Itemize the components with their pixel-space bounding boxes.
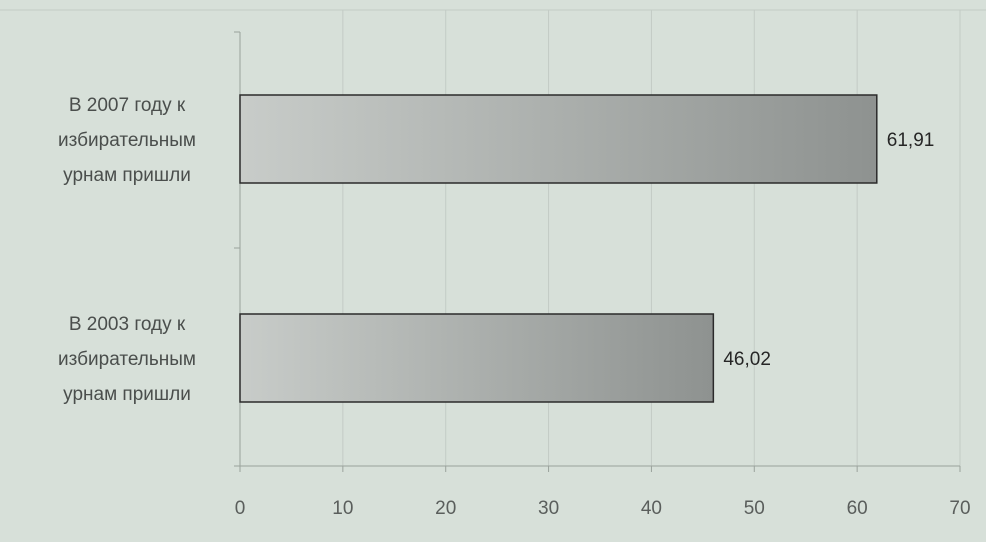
category-label: В 2007 году к избирательным урнам пришли — [58, 95, 196, 186]
bars — [239, 94, 878, 403]
x-tick-label: 50 — [744, 498, 765, 519]
bar-value-label: 61,91 — [887, 130, 935, 151]
gridlines — [0, 9, 986, 466]
x-tick-label: 10 — [332, 498, 353, 519]
x-tick-label: 0 — [235, 498, 246, 519]
bar-value-label: 46,02 — [723, 349, 771, 370]
x-tick-label: 40 — [641, 498, 662, 519]
labels: 0 10 20 30 40 50 60 70 61,91 В 2007 году к избират… — [58, 95, 971, 519]
x-tick-label: 30 — [538, 498, 559, 519]
x-tick-label: 20 — [435, 498, 456, 519]
bar — [239, 94, 878, 184]
category-label: В 2003 году к избирательным урнам пришли — [58, 314, 196, 405]
bar — [239, 313, 715, 403]
x-tick-label: 70 — [949, 498, 970, 519]
x-tick-label: 60 — [847, 498, 868, 519]
